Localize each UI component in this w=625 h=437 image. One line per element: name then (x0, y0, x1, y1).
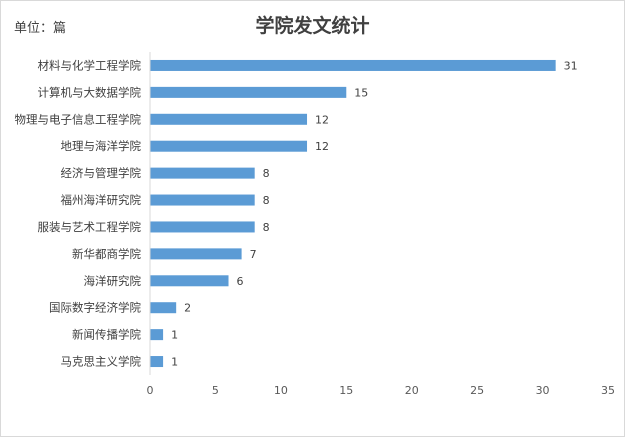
bar-value-label: 31 (564, 59, 578, 72)
bar-value-label: 15 (354, 86, 368, 99)
category-label: 新华都商学院 (72, 247, 141, 261)
bar (150, 302, 177, 314)
data-labels: 31 15 12 12 8 8 8 7 6 2 1 1 (171, 59, 578, 368)
bar-value-label: 8 (263, 167, 270, 180)
category-label: 物理与电子信息工程学院 (15, 112, 142, 126)
category-label: 新闻传播学院 (72, 328, 141, 342)
bar (150, 194, 255, 206)
category-label: 计算机与大数据学院 (38, 85, 142, 99)
bars (150, 59, 556, 368)
category-label: 材料与化学工程学院 (38, 58, 142, 72)
category-label: 福州海洋研究院 (61, 193, 142, 207)
category-label: 国际数字经济学院 (49, 301, 141, 315)
bar-value-label: 8 (263, 221, 270, 234)
x-tick-label: 5 (212, 384, 219, 397)
x-tick-label: 25 (470, 384, 484, 397)
bar (150, 140, 308, 152)
bar (150, 275, 229, 287)
category-label: 服装与艺术工程学院 (38, 220, 142, 234)
bar (150, 248, 242, 260)
x-tick-label: 10 (274, 384, 288, 397)
category-label: 经济与管理学院 (61, 166, 142, 180)
bar (150, 356, 164, 368)
unit-label: 单位：篇 (14, 21, 67, 36)
bar-value-label: 1 (171, 356, 178, 369)
bar-value-label: 7 (250, 248, 257, 261)
x-tick-label: 20 (405, 384, 419, 397)
x-tick-label: 30 (536, 384, 550, 397)
bar-value-label: 6 (237, 275, 244, 288)
bar (150, 167, 255, 179)
x-tick-labels: 0 5 10 15 20 25 30 35 (147, 384, 616, 397)
bar (150, 329, 164, 341)
bar-value-label: 1 (171, 329, 178, 342)
category-label: 马克思主义学院 (61, 355, 142, 369)
category-label: 海洋研究院 (84, 274, 142, 288)
bar-value-label: 2 (184, 302, 191, 315)
category-label: 地理与海洋学院 (61, 139, 142, 153)
bar (150, 113, 308, 125)
x-tick-label: 35 (601, 384, 615, 397)
x-tick-label: 15 (339, 384, 353, 397)
bar-value-label: 12 (315, 113, 329, 126)
bar (150, 86, 347, 98)
chart-title: 学院发文统计 (255, 15, 370, 37)
bar (150, 59, 556, 71)
x-tick-label: 0 (147, 384, 154, 397)
bar-value-label: 8 (263, 194, 270, 207)
bar (150, 221, 255, 233)
category-labels: 材料与化学工程学院计算机与大数据学院物理与电子信息工程学院地理与海洋学院经济与管… (15, 58, 142, 368)
bar-value-label: 12 (315, 140, 329, 153)
